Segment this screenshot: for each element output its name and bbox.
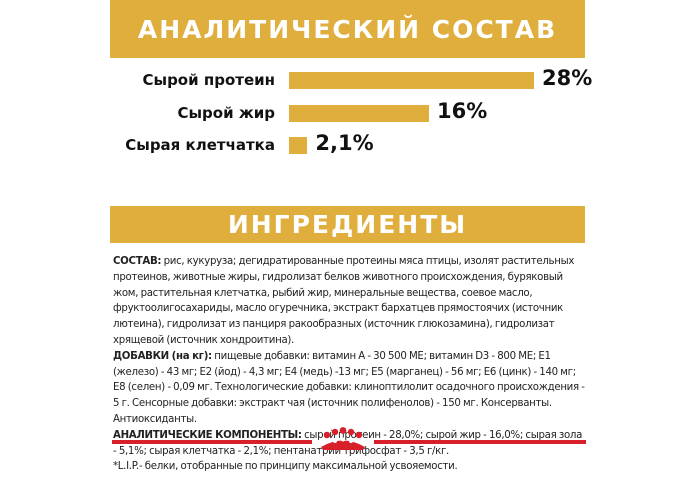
additives-key: ДОБАВКИ (на кг): — [113, 350, 212, 362]
bar-fat — [289, 105, 429, 122]
bar-protein — [289, 72, 534, 89]
bar-value-fiber: 2,1% — [315, 131, 374, 155]
bar-label-fiber: Сырая клетчатка — [125, 136, 275, 154]
bar-row-fat: Сырой жир 16% — [0, 99, 700, 129]
royal-canin-crown-icon — [321, 427, 365, 450]
composition-text: рис, кукуруза; дегидратированные протеин… — [113, 256, 575, 346]
components-key: АНАЛИТИЧЕСКИЕ КОМПОНЕНТЫ: — [113, 429, 302, 441]
ingredients-title: ИНГРЕДИЕНТЫ — [227, 210, 468, 239]
components-text: сырой протеин - 28,0%; сырой жир - 16,0%… — [113, 429, 583, 457]
bar-value-fat: 16% — [437, 99, 488, 123]
ingredients-text: СОСТАВ: рис, кукуруза; дегидратированные… — [113, 254, 585, 475]
ingredients-header: ИНГРЕДИЕНТЫ — [110, 206, 585, 243]
bar-fiber — [289, 137, 308, 154]
bar-label-protein: Сырой протеин — [142, 71, 276, 89]
footnote: *L.I.P.- белки, отобранные по принципу м… — [113, 461, 458, 473]
composition-paragraph: СОСТАВ: рис, кукуруза; дегидратированные… — [113, 254, 585, 349]
bar-value-protein: 28% — [542, 66, 593, 90]
bar-row-fiber: Сырая клетчатка 2,1% — [0, 131, 700, 161]
additives-paragraph: ДОБАВКИ (на кг): пищевые добавки: витами… — [113, 349, 585, 428]
components-paragraph: АНАЛИТИЧЕСКИЕ КОМПОНЕНТЫ: сырой протеин … — [113, 428, 585, 460]
composition-key: СОСТАВ: — [113, 256, 162, 267]
bar-label-fat: Сырой жир — [177, 104, 275, 122]
footer-line-left — [112, 440, 312, 444]
additives-text: пищевые добавки: витамин А - 30 500 МЕ; … — [113, 350, 585, 425]
analysis-header: АНАЛИТИЧЕСКИЙ СОСТАВ — [110, 0, 585, 58]
footer-line-right — [374, 440, 586, 444]
analysis-title: АНАЛИТИЧЕСКИЙ СОСТАВ — [137, 14, 558, 44]
bar-row-protein: Сырой протеин 28% — [0, 66, 700, 96]
